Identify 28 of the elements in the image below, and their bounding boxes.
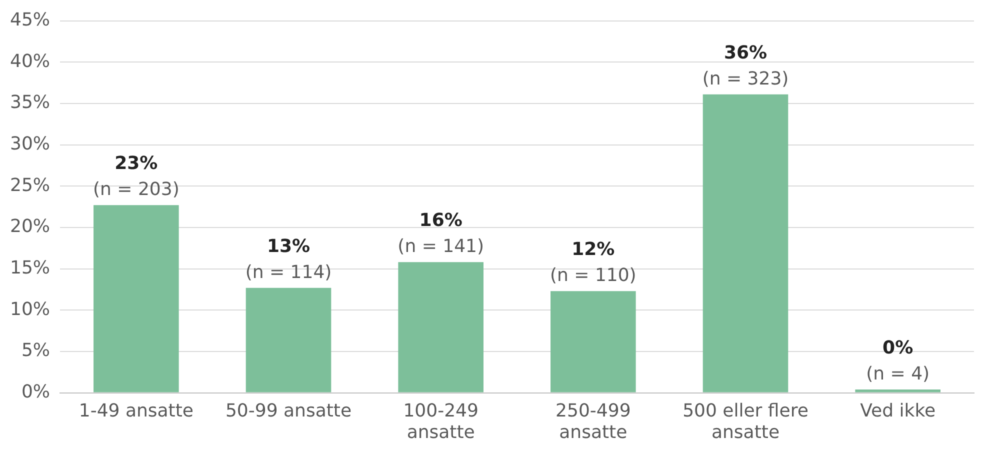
bar bbox=[246, 288, 332, 392]
y-tick-label: 30% bbox=[10, 133, 50, 154]
y-tick-label: 40% bbox=[10, 50, 50, 72]
y-tick-label: 35% bbox=[10, 92, 50, 114]
x-tick-label: 250-499 ansatte bbox=[556, 400, 631, 443]
data-label: 36% (n = 323) bbox=[702, 42, 789, 90]
x-tick-label: 500 eller flere ansatte bbox=[682, 400, 808, 443]
y-tick-label: 20% bbox=[10, 216, 50, 238]
y-tick-label: 0% bbox=[21, 381, 50, 402]
bar bbox=[855, 389, 940, 392]
x-tick-label: Ved ikke bbox=[860, 400, 936, 422]
data-label: 23% (n = 203) bbox=[93, 153, 180, 200]
y-tick-label: 25% bbox=[10, 174, 50, 196]
y-tick-label: 15% bbox=[10, 257, 50, 278]
bar bbox=[702, 94, 788, 392]
x-tick-label: 100-249 ansatte bbox=[403, 400, 478, 443]
x-tick-label: 1-49 ansatte bbox=[78, 400, 194, 422]
data-label: 12% (n = 110) bbox=[550, 239, 636, 286]
data-label: 13% (n = 114) bbox=[245, 236, 332, 283]
bar bbox=[94, 205, 179, 392]
x-tick-label: 50-99 ansatte bbox=[225, 400, 352, 422]
bar bbox=[398, 262, 484, 392]
y-tick-label: 5% bbox=[21, 340, 50, 362]
data-label: 16% (n = 141) bbox=[398, 210, 484, 258]
y-tick-label: 45% bbox=[10, 9, 50, 30]
bar bbox=[550, 291, 636, 392]
y-tick-label: 10% bbox=[10, 298, 50, 320]
data-label: 0% (n = 4) bbox=[866, 337, 930, 384]
